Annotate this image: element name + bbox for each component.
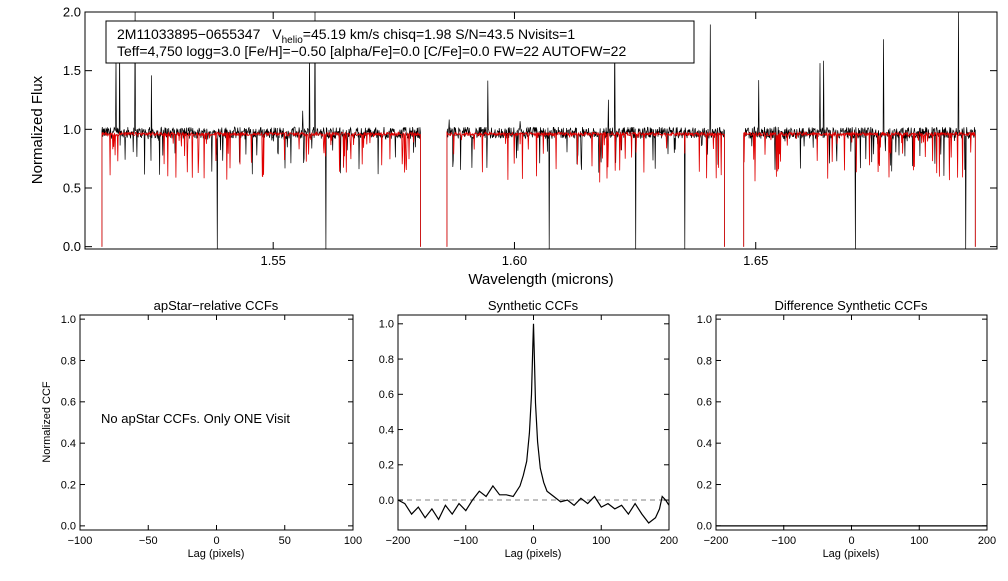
x-tick-label: 200: [660, 535, 678, 547]
synthetic-ccf-plot-frame: [397, 314, 670, 531]
synthetic-ccf-x-axis-label: Lag (pixels): [505, 548, 562, 560]
diff-ccf-x-axis-label: Lag (pixels): [823, 548, 880, 560]
y-tick-label: 1.0: [697, 314, 712, 326]
x-tick-label: 1.65: [743, 253, 768, 268]
apstar-ccf-x-axis-label: Lag (pixels): [188, 548, 245, 560]
y-tick-label: 0.6: [379, 389, 394, 401]
x-tick-label: 200: [978, 535, 996, 547]
x-tick-label: 1.55: [261, 253, 286, 268]
x-tick-label: 100: [344, 535, 362, 547]
diff-ccf-panel: −200 −100 0 100 200 0.0 0.2 0.4 0.6 0.8 1.0 Differ…: [697, 298, 996, 560]
x-tick-label: −100: [68, 535, 93, 547]
y-tick-label: 0.6: [697, 397, 712, 409]
y-tick-label: 0.4: [61, 438, 76, 450]
spectrum-y-axis-label: Normalized Flux: [29, 75, 46, 184]
x-tick-label: 100: [592, 535, 610, 547]
y-tick-label: 0.4: [697, 438, 712, 450]
model-spectrum-line: [101, 130, 976, 247]
y-tick-label: 0.0: [697, 521, 712, 533]
diff-ccf-plot-frame: [715, 314, 988, 531]
spectrum-plot-frame: [84, 11, 998, 250]
spectrum-info-box: 2M11033895−0655347 Vhelio=45.19 km/s chi…: [105, 20, 695, 64]
y-tick-label: 0.0: [379, 495, 394, 507]
y-tick-label: 1.0: [61, 314, 76, 326]
no-ccf-annotation: No apStar CCFs. Only ONE Visit: [101, 411, 290, 426]
info-v-sub: helio: [282, 35, 304, 46]
info-v: V: [272, 26, 282, 42]
y-tick-label: 0.0: [61, 521, 76, 533]
y-tick-label: 0.8: [379, 354, 394, 366]
x-tick-label: −200: [386, 535, 411, 547]
spectrum-ticks: 1.55 1.60 1.65 0.0 0.5 1.0 1.5 2.0: [63, 5, 997, 268]
apstar-ccf-ticks: −100 −50 0 50 100 0.0 0.2 0.4 0.6 0.8 1.0: [61, 314, 362, 547]
x-tick-label: 50: [279, 535, 291, 547]
y-tick-label: 1.0: [379, 319, 394, 331]
apstar-ccf-panel: −100 −50 0 50 100 0.0 0.2 0.4 0.6 0.8 1.0 apStar−r…: [41, 298, 362, 560]
diff-ccf-ticks: −200 −100 0 100 200 0.0 0.2 0.4 0.6 0.8 1.0: [697, 314, 996, 547]
synthetic-ccf-series-group: [397, 323, 670, 524]
x-tick-label: 0: [213, 535, 219, 547]
x-tick-label: −100: [771, 535, 796, 547]
x-tick-label: 0: [848, 535, 854, 547]
info-line-2: Teff=4,750 logg=3.0 [Fe/H]=−0.50 [alpha/…: [117, 43, 626, 59]
spectrum-x-axis-label: Wavelength (microns): [468, 271, 613, 288]
y-tick-label: 1.5: [63, 63, 81, 78]
y-tick-label: 0.0: [63, 239, 81, 254]
y-tick-label: 0.5: [63, 181, 81, 196]
x-tick-label: −100: [453, 535, 478, 547]
y-tick-label: 0.8: [61, 355, 76, 367]
apstar-ccf-y-axis-label: Normalized CCF: [41, 381, 53, 463]
x-tick-label: −50: [139, 535, 158, 547]
y-tick-label: 0.4: [379, 424, 394, 436]
x-tick-label: 1.60: [502, 253, 527, 268]
spectrum-panel: 1.55 1.60 1.65 0.0 0.5 1.0 1.5 2.0 Wavelength (…: [29, 5, 998, 288]
synthetic-ccf-ticks: −200 −100 0 100 200 0.0 0.2 0.4 0.6 0.8 1.0: [379, 315, 678, 547]
info-star-id: 2M11033895−0655347: [117, 26, 261, 42]
x-tick-label: 100: [910, 535, 928, 547]
y-tick-label: 0.2: [697, 479, 712, 491]
info-line-1-rest: =45.19 km/s chisq=1.98 S/N=43.5 Nvisits=…: [303, 26, 576, 42]
apstar-ccf-title: apStar−relative CCFs: [154, 298, 279, 313]
y-tick-label: 0.8: [697, 355, 712, 367]
spectrum-series-group: [101, 11, 976, 250]
ccf-line: [397, 323, 670, 524]
synthetic-ccf-panel: −200 −100 0 100 200 0.0 0.2 0.4 0.6 0.8 1.0 Synthe…: [379, 298, 678, 560]
x-tick-label: −200: [704, 535, 729, 547]
y-tick-label: 2.0: [63, 5, 81, 20]
x-tick-label: 0: [530, 535, 536, 547]
info-line-1: 2M11033895−0655347 Vhelio=45.19 km/s chi…: [117, 26, 575, 46]
y-tick-label: 0.2: [379, 460, 394, 472]
y-tick-label: 0.2: [61, 479, 76, 491]
y-tick-label: 0.6: [61, 397, 76, 409]
y-tick-label: 1.0: [63, 122, 81, 137]
synthetic-ccf-title: Synthetic CCFs: [488, 298, 579, 313]
diff-ccf-title: Difference Synthetic CCFs: [775, 298, 928, 313]
info-box-frame: [105, 20, 695, 64]
